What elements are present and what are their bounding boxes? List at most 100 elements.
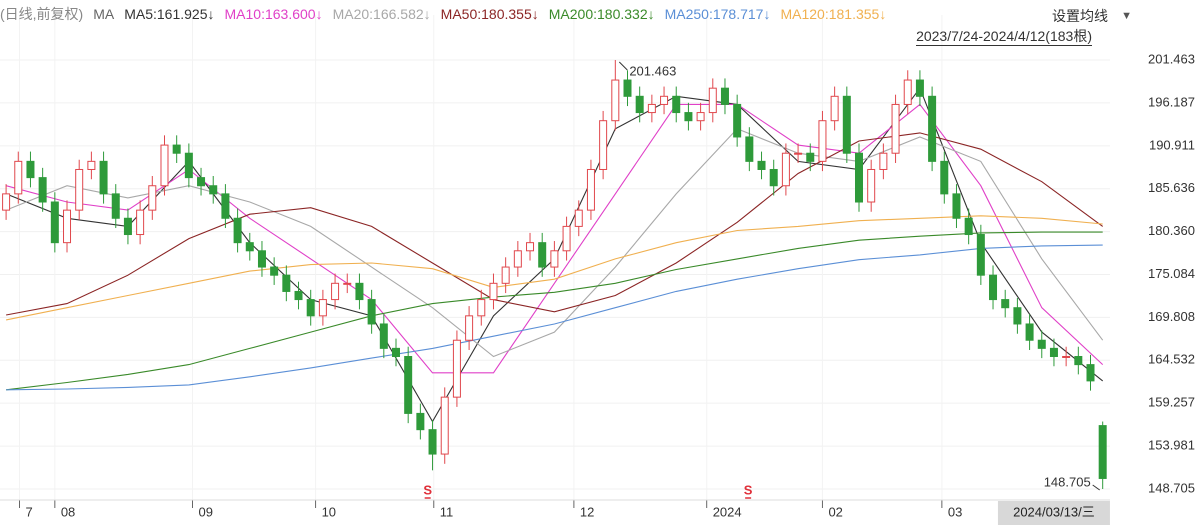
candle-body <box>416 412 425 431</box>
settings-label[interactable]: 设置均线 <box>1052 8 1108 24</box>
y-tick-label: 169.808 <box>1148 309 1195 324</box>
candle-body <box>794 152 803 155</box>
candle-body <box>952 193 961 219</box>
candle-body <box>611 79 620 122</box>
caret: ▼ <box>1121 10 1132 22</box>
x-tick-label: 03 <box>948 504 962 519</box>
candle-body <box>87 160 96 170</box>
legend-entry: MA50:180.355↓ <box>440 6 539 22</box>
candle-body <box>465 315 474 341</box>
x-tick-label: 02 <box>828 504 842 519</box>
candle-body <box>136 209 145 236</box>
y-tick-label: 201.463 <box>1148 51 1195 66</box>
candle-body <box>562 225 571 252</box>
candle-body <box>489 282 498 301</box>
candle-body <box>1049 347 1058 357</box>
candle-body <box>221 193 230 219</box>
candle-body <box>1086 364 1095 382</box>
candle-body <box>696 112 705 122</box>
candle-body <box>842 95 851 154</box>
candle-body <box>404 355 413 414</box>
candle-body <box>1001 299 1010 309</box>
candle-body <box>379 323 388 349</box>
candle-body <box>1098 425 1107 479</box>
candle-body <box>233 217 242 244</box>
candle-body <box>989 274 998 301</box>
candle-body <box>964 217 973 236</box>
candle-body <box>599 120 608 170</box>
x-tick-label: 11 <box>440 504 454 519</box>
candle-body <box>294 290 303 301</box>
candle-body <box>1013 307 1022 325</box>
candle-body <box>915 79 924 97</box>
y-tick-label: 175.084 <box>1148 266 1195 281</box>
ma-line <box>6 244 1103 391</box>
legend-entry: MA250:178.717↓ <box>664 6 771 22</box>
candle-body <box>660 95 669 105</box>
candle-body <box>452 339 461 398</box>
candle-body <box>635 95 644 114</box>
candle-body <box>99 160 108 195</box>
candle-body <box>574 209 583 227</box>
candle-body <box>1074 355 1083 366</box>
candle-body <box>867 168 876 203</box>
candle-body <box>708 87 717 114</box>
candle-body <box>757 160 766 170</box>
candle-body <box>647 103 656 114</box>
candle-body <box>111 193 120 219</box>
candle-body <box>75 168 84 211</box>
candle-body <box>745 136 754 162</box>
candle-body <box>257 250 266 268</box>
candle-body <box>355 282 364 301</box>
date-range: 2023/7/24-2024/4/12(183根) <box>916 28 1092 46</box>
x-tick-label: 10 <box>322 504 336 519</box>
candle-body <box>331 282 340 301</box>
candle-body <box>391 347 400 357</box>
candle-body <box>891 103 900 154</box>
y-tick-label: 153.981 <box>1148 438 1195 453</box>
y-tick-label: 148.705 <box>1148 480 1195 495</box>
y-tick-label: 180.360 <box>1148 223 1195 238</box>
candle-body <box>2 193 11 211</box>
legend-entry: MA5:161.925↓ <box>124 6 215 22</box>
candle-body <box>477 299 486 317</box>
legend-entry: MA120:181.355↓ <box>780 6 887 22</box>
cursor-box <box>997 501 1110 525</box>
y-tick-label: 164.532 <box>1148 352 1195 367</box>
candle-body <box>879 152 888 170</box>
candle-body <box>1037 339 1046 349</box>
y-tick-label: 159.257 <box>1148 395 1195 410</box>
x-tick-label: 09 <box>199 504 213 519</box>
candle-body <box>940 160 949 195</box>
candle-body <box>367 299 376 325</box>
candle-body <box>148 185 157 211</box>
candle-body <box>318 299 327 317</box>
x-tick-label: 08 <box>61 504 75 519</box>
ma-line <box>5 132 1104 316</box>
candle-body <box>976 234 985 276</box>
candle-body <box>781 152 790 187</box>
candle-body <box>50 201 59 244</box>
legend-entry: MA200:180.332↓ <box>548 6 655 22</box>
candle-body <box>172 144 181 154</box>
legend-entry: MA20:166.582↓ <box>332 6 431 22</box>
candle-body <box>1062 355 1071 358</box>
candle-body <box>513 250 522 268</box>
ma-line <box>5 215 1103 321</box>
ma-settings[interactable]: 设置均线 ▼ <box>1052 6 1132 26</box>
annotation-label: 148.705 <box>1044 474 1091 489</box>
candle-body <box>245 242 254 252</box>
annotation-arrow <box>1092 484 1100 491</box>
candle-body <box>855 152 864 203</box>
candle-body <box>160 144 169 187</box>
cursor-label: 2024/03/13/三 <box>1013 504 1095 519</box>
candle-body <box>818 120 827 162</box>
signal-label: S <box>423 482 432 497</box>
x-tick-label: 2024 <box>713 504 742 519</box>
y-tick-label: 196.187 <box>1148 94 1195 109</box>
candle-body <box>720 87 729 105</box>
candle-body <box>830 95 839 122</box>
candle-body <box>306 299 315 317</box>
candle-body <box>63 209 72 244</box>
